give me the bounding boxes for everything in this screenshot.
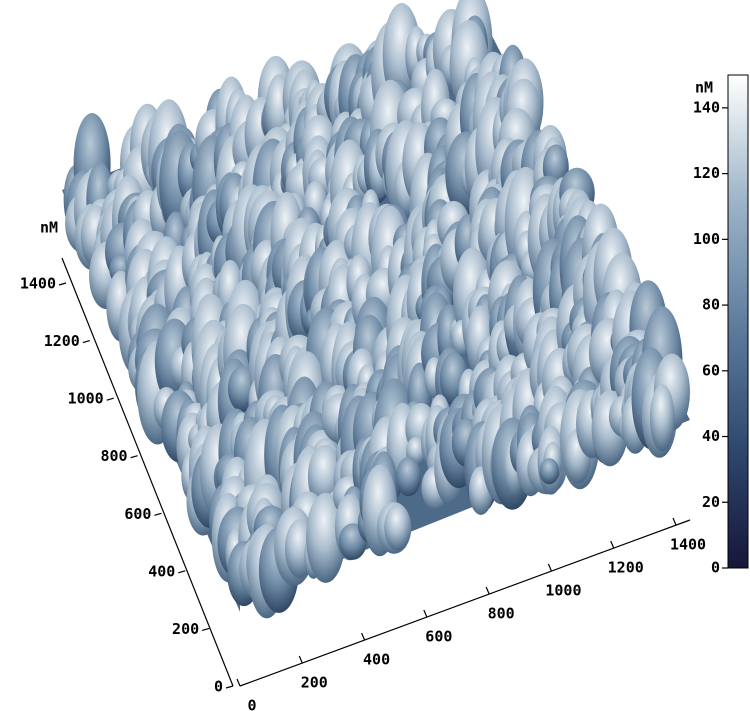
colorbar-tick-label: 40: [702, 427, 720, 445]
x-tick-label: 400: [363, 651, 390, 669]
x-tick: [672, 517, 677, 526]
y-tick-label: 1200: [44, 332, 80, 350]
y-tick-label: 1400: [20, 275, 56, 293]
surface-bump: [384, 504, 411, 551]
y-tick: [225, 685, 234, 689]
x-tick-label: 0: [247, 697, 256, 711]
y-tick: [178, 570, 186, 574]
y-tick: [201, 627, 210, 632]
surface-bump: [306, 492, 346, 583]
x-tick: [236, 678, 241, 687]
colorbar-tick-label: 20: [702, 493, 720, 511]
colorbar-tick-label: 60: [702, 361, 720, 379]
colorbar-tick-label: 80: [702, 296, 720, 314]
x-tick-label: 800: [488, 605, 515, 623]
x-tick: [361, 632, 366, 641]
x-tick: [423, 609, 428, 618]
colorbar-tick-label: 120: [693, 164, 720, 182]
colorbar-tick-label: 0: [711, 559, 720, 577]
surface-bump: [539, 458, 559, 485]
colorbar-tick-label: 100: [693, 230, 720, 248]
x-tick: [610, 540, 615, 549]
z-axis-label: nM: [40, 219, 58, 237]
y-tick-label: 400: [148, 562, 175, 580]
y-tick-label: 0: [214, 678, 223, 696]
x-tick: [485, 586, 490, 595]
x-tick-label: 1000: [545, 582, 581, 600]
surface-bump: [396, 456, 422, 497]
x-tick-label: 1400: [670, 536, 706, 554]
y-axis-line: [61, 257, 234, 687]
colorbar: [727, 74, 749, 569]
y-tick-label: 600: [124, 505, 151, 523]
colorbar-label: nM: [695, 79, 713, 97]
x-tick: [298, 655, 303, 664]
y-tick: [82, 339, 91, 344]
y-tick-label: 1000: [68, 390, 104, 408]
colorbar-tick-label: 140: [693, 98, 720, 116]
y-tick: [154, 512, 162, 516]
x-tick-label: 200: [301, 674, 328, 692]
y-tick-label: 200: [172, 620, 199, 638]
y-tick: [106, 397, 114, 401]
x-tick-label: 1200: [608, 559, 644, 577]
x-axis-line: [239, 519, 691, 687]
y-tick: [130, 455, 138, 459]
x-tick-label: 600: [425, 628, 452, 646]
surface-bump: [649, 384, 675, 452]
y-tick-label: 800: [100, 447, 127, 465]
x-tick: [547, 563, 552, 572]
y-tick: [58, 282, 67, 286]
surface: [62, 0, 691, 619]
